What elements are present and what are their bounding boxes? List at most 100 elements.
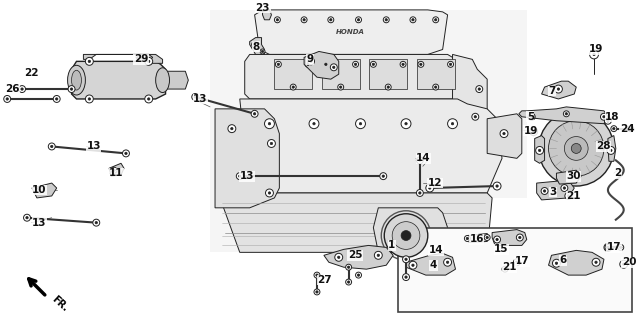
Circle shape [314,272,320,278]
Polygon shape [32,183,57,198]
Circle shape [607,147,615,154]
Circle shape [251,110,258,117]
Circle shape [493,182,501,190]
Circle shape [401,119,411,129]
Text: 19: 19 [524,126,538,136]
Circle shape [88,98,90,100]
Circle shape [418,61,424,67]
Text: FR.: FR. [50,294,70,313]
Circle shape [405,122,407,125]
Circle shape [500,130,508,138]
Circle shape [504,268,506,270]
Circle shape [382,175,385,177]
Text: 15: 15 [494,244,509,254]
Circle shape [348,266,350,268]
Text: 10: 10 [32,185,47,195]
Text: HONDA: HONDA [336,29,365,35]
Circle shape [612,128,615,130]
Polygon shape [406,253,456,275]
Circle shape [37,187,43,193]
Polygon shape [161,71,188,89]
Circle shape [194,96,196,98]
Polygon shape [240,99,502,193]
Polygon shape [210,10,527,252]
Circle shape [563,187,566,189]
Circle shape [417,190,423,197]
Circle shape [291,84,296,90]
Circle shape [556,262,557,265]
Text: 18: 18 [605,112,620,122]
Circle shape [328,17,334,23]
Circle shape [604,244,612,251]
Circle shape [113,169,115,171]
Circle shape [589,50,598,59]
Circle shape [305,61,311,67]
Circle shape [387,86,389,88]
Circle shape [447,119,458,129]
Circle shape [148,60,150,63]
Text: 22: 22 [24,68,38,78]
Bar [398,228,632,312]
Circle shape [357,274,360,276]
Circle shape [493,236,500,243]
Circle shape [536,147,543,154]
Circle shape [277,63,280,66]
Circle shape [316,291,318,293]
Circle shape [324,63,327,66]
Circle shape [532,130,535,133]
Circle shape [623,263,625,266]
Circle shape [56,98,58,100]
Polygon shape [220,193,492,252]
Circle shape [346,279,351,285]
Polygon shape [492,230,527,245]
Circle shape [356,17,362,23]
Circle shape [565,192,572,199]
Circle shape [346,264,351,270]
Circle shape [433,17,438,23]
Circle shape [145,57,153,65]
Circle shape [26,217,28,219]
Circle shape [435,86,437,88]
Circle shape [592,258,600,266]
Circle shape [192,93,198,100]
Text: 17: 17 [607,242,621,252]
Circle shape [405,258,407,260]
Circle shape [371,61,376,67]
Circle shape [261,50,264,53]
Circle shape [516,261,518,263]
Circle shape [552,259,561,267]
Circle shape [372,63,374,66]
Circle shape [528,113,535,120]
Circle shape [353,61,358,67]
Circle shape [447,61,454,67]
Circle shape [554,85,563,93]
Circle shape [333,66,335,68]
Circle shape [264,119,275,129]
Polygon shape [369,59,407,89]
Circle shape [266,189,273,197]
Text: 14: 14 [416,153,431,163]
Circle shape [610,149,612,152]
Circle shape [405,276,407,278]
Circle shape [236,173,243,180]
Circle shape [563,111,570,117]
Circle shape [355,63,356,66]
Circle shape [474,115,477,118]
Circle shape [429,187,431,189]
Circle shape [307,63,309,66]
Polygon shape [262,10,271,20]
Polygon shape [322,59,360,89]
Text: 24: 24 [620,124,634,134]
Text: 23: 23 [255,3,270,13]
Circle shape [275,17,280,23]
Circle shape [447,261,449,263]
Circle shape [308,58,314,65]
Circle shape [620,260,628,268]
Circle shape [380,173,387,180]
Circle shape [253,43,256,46]
Circle shape [433,84,438,90]
Circle shape [496,238,499,241]
Circle shape [618,245,624,250]
Circle shape [314,289,320,295]
Circle shape [51,145,53,148]
